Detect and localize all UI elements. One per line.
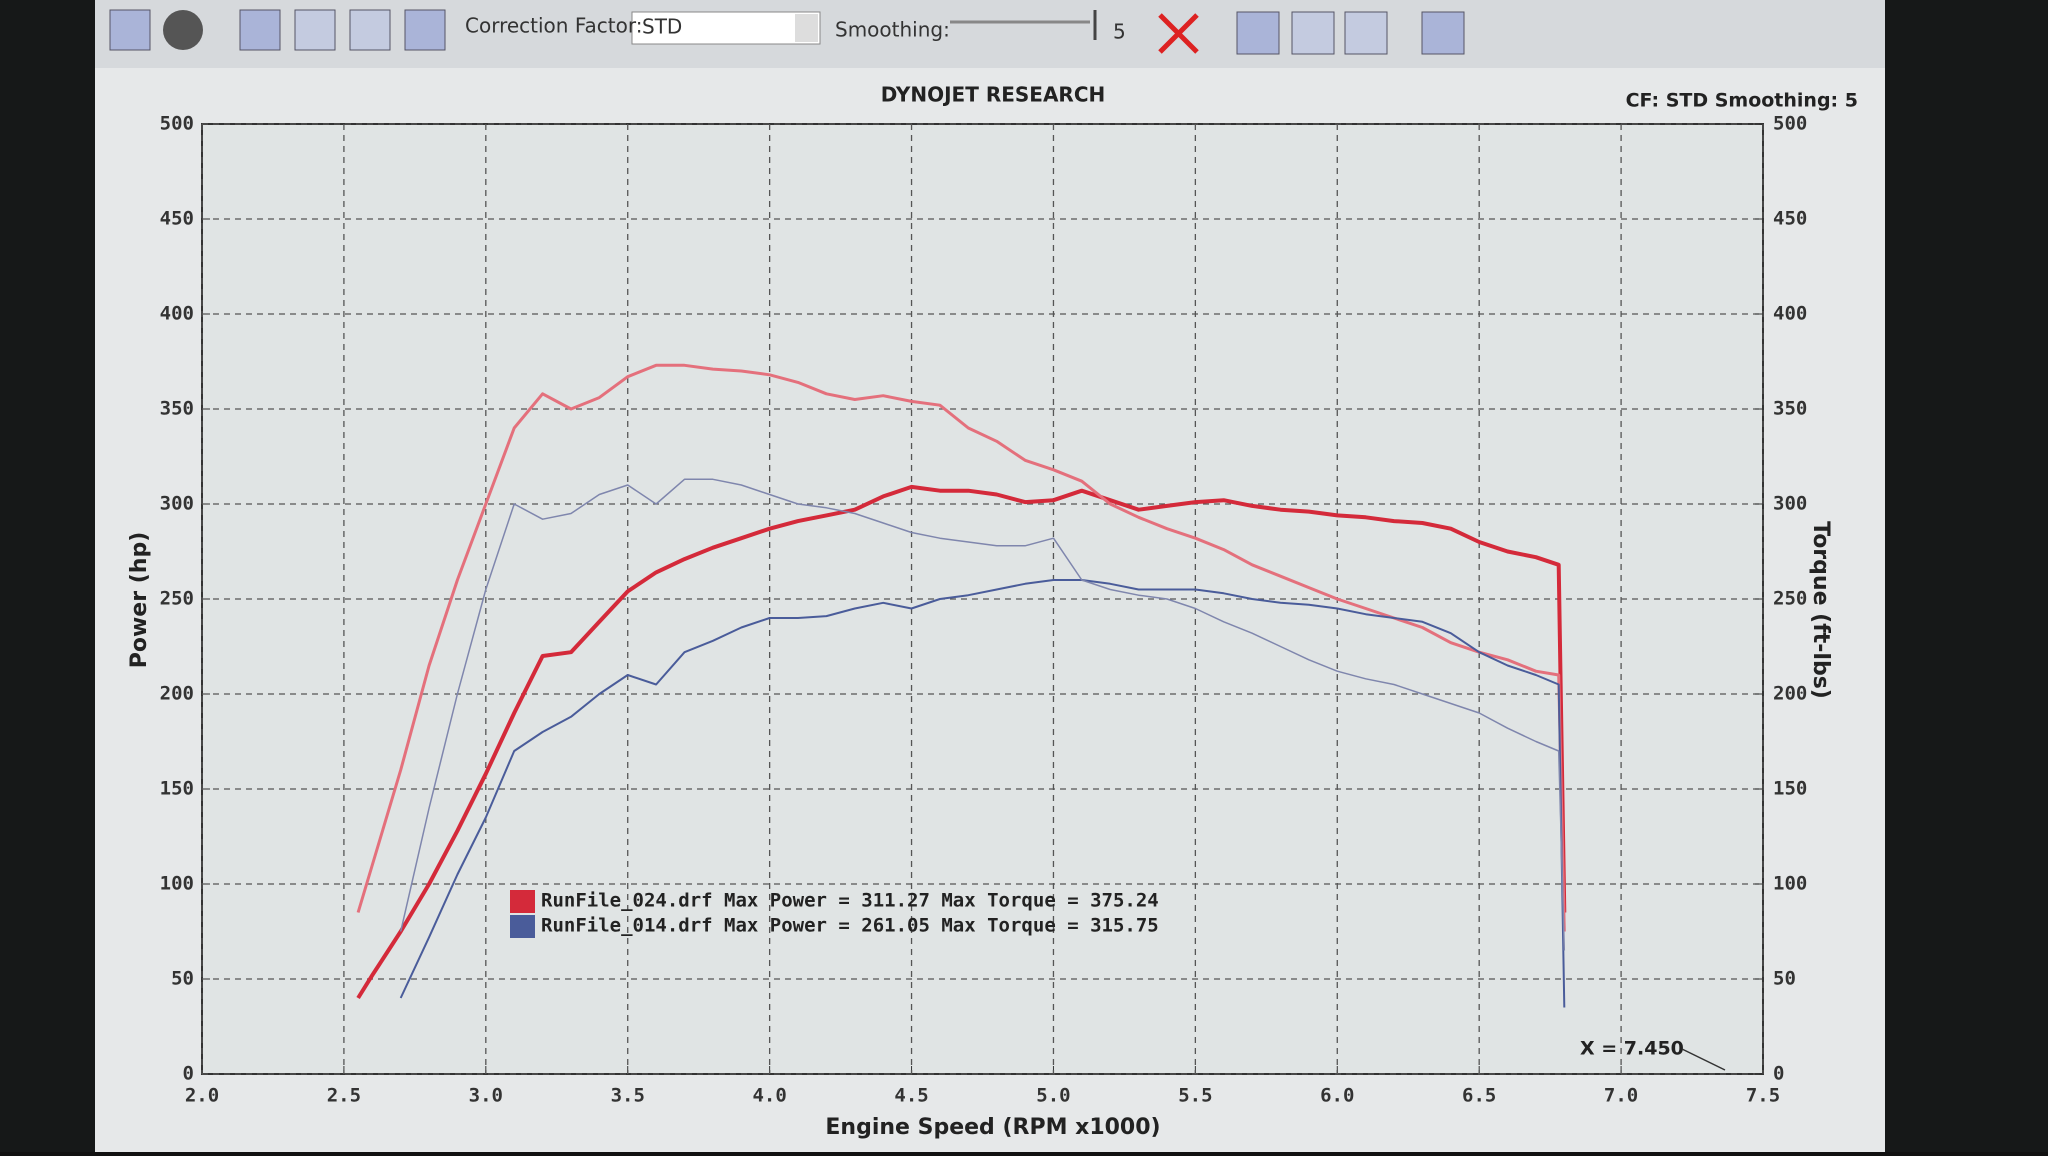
y-tick-label: 400 xyxy=(160,303,194,325)
x-tick-label: 2.0 xyxy=(185,1085,219,1107)
series-line xyxy=(356,484,1567,1000)
x-tick-label: 3.5 xyxy=(611,1085,645,1107)
y2-tick-label: 100 xyxy=(1773,873,1807,895)
x-tick-label: 4.0 xyxy=(752,1085,786,1107)
icon[interactable] xyxy=(349,9,391,51)
y-tick-label: 300 xyxy=(160,493,194,515)
icon[interactable] xyxy=(1158,13,1199,54)
x-tick-label: 5.0 xyxy=(1036,1085,1070,1107)
y2-tick-label: 450 xyxy=(1773,208,1807,230)
icon[interactable] xyxy=(1421,11,1465,55)
smoothing-value: 5 xyxy=(1113,20,1126,44)
smoothing-label: Smoothing: xyxy=(835,18,950,42)
correction-factor-label: Correction Factor: xyxy=(465,14,642,38)
y-tick-label: 50 xyxy=(171,968,194,990)
y-tick-label: 250 xyxy=(160,588,194,610)
toolbar-icons xyxy=(109,9,1465,55)
x-tick-label: 7.5 xyxy=(1746,1085,1780,1107)
y-tick-label: 450 xyxy=(160,208,194,230)
y2-tick-label: 350 xyxy=(1773,398,1807,420)
y-axis-label: Power (hp) xyxy=(127,532,152,669)
icon xyxy=(163,10,203,50)
x-tick-label: 6.0 xyxy=(1320,1085,1354,1107)
icon xyxy=(109,9,151,51)
icon[interactable] xyxy=(1344,11,1388,55)
y2-tick-label: 300 xyxy=(1773,493,1807,515)
y2-tick-label: 400 xyxy=(1773,303,1807,325)
icon[interactable] xyxy=(294,9,336,51)
y2-tick-label: 250 xyxy=(1773,588,1807,610)
icon[interactable] xyxy=(404,9,446,51)
x-tick-label: 6.5 xyxy=(1462,1085,1496,1107)
legend-swatch xyxy=(510,890,535,913)
x-tick-label: 3.0 xyxy=(469,1085,503,1107)
legend-swatch xyxy=(510,915,535,938)
x-axis-label: Engine Speed (RPM x1000) xyxy=(825,1115,1160,1140)
y-tick-label: 500 xyxy=(160,113,194,135)
icon[interactable] xyxy=(1236,11,1280,55)
correction-factor-value[interactable]: STD xyxy=(642,15,682,39)
chart-title: DYNOJET RESEARCH xyxy=(881,83,1106,107)
y2-tick-label: 500 xyxy=(1773,113,1807,135)
series-line xyxy=(399,579,1566,1008)
x-tick-label: 5.5 xyxy=(1178,1085,1212,1107)
y2-tick-label: 200 xyxy=(1773,683,1807,705)
y2-tick-label: 50 xyxy=(1773,968,1796,990)
icon[interactable] xyxy=(1291,11,1335,55)
icon[interactable] xyxy=(239,9,281,51)
y2-tick-label: 150 xyxy=(1773,778,1807,800)
chart-subtitle: CF: STD Smoothing: 5 xyxy=(1626,90,1858,112)
x-tick-label: 7.0 xyxy=(1604,1085,1638,1107)
select-arrow[interactable] xyxy=(795,14,818,42)
x-tick-label: 2.5 xyxy=(327,1085,361,1107)
annotation-leader xyxy=(1681,1048,1726,1071)
y-tick-label: 350 xyxy=(160,398,194,420)
y-tick-label: 100 xyxy=(160,873,194,895)
y2-axis-label: Torque (ft-lbs) xyxy=(1808,521,1833,699)
series-line xyxy=(356,363,1566,932)
legend-entry: RunFile_014.drf Max Power = 261.05 Max T… xyxy=(541,915,1159,937)
y-tick-label: 200 xyxy=(160,683,194,705)
toolbar xyxy=(95,0,1885,68)
cursor-annotation: X = 7.450 xyxy=(1580,1038,1684,1060)
legend-entry: RunFile_024.drf Max Power = 311.27 Max T… xyxy=(541,890,1159,912)
series-line xyxy=(399,478,1566,951)
y2-tick-label: 0 xyxy=(1773,1063,1784,1085)
y-tick-label: 150 xyxy=(160,778,194,800)
select-box[interactable] xyxy=(631,11,821,45)
y-tick-label: 0 xyxy=(183,1063,194,1085)
x-tick-label: 4.5 xyxy=(894,1085,928,1107)
